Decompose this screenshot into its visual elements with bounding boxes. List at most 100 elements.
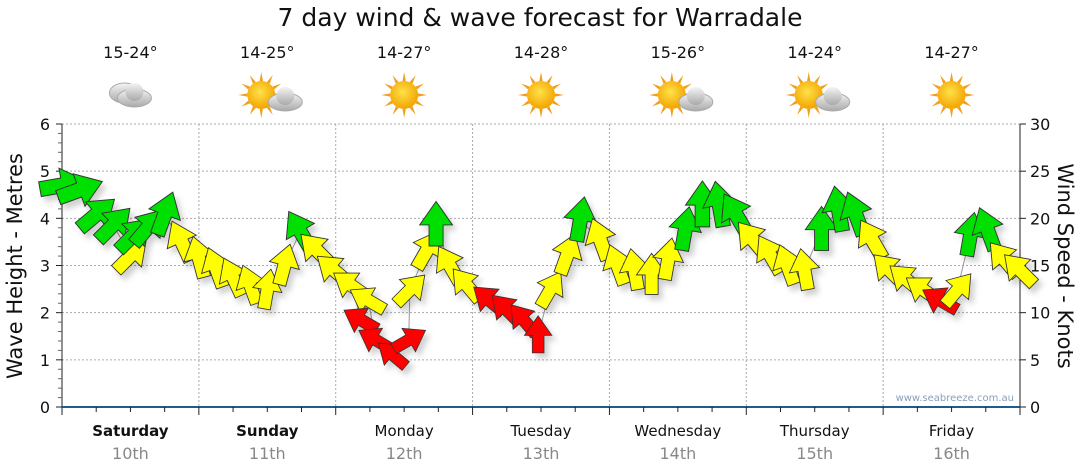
- sun-ray: [409, 75, 416, 84]
- date-label: 12th: [386, 444, 423, 463]
- sun-ray: [962, 100, 972, 107]
- date-label: 13th: [523, 444, 560, 463]
- sun-ray: [928, 93, 938, 97]
- sunny-weather-icon: [928, 72, 975, 118]
- left-tick-label: 4: [40, 209, 50, 228]
- sun-ray: [521, 100, 530, 107]
- wind-arrow: [534, 271, 564, 311]
- sun-ray: [384, 83, 393, 90]
- date-label: 16th: [933, 444, 970, 463]
- sun-ray: [660, 75, 667, 84]
- sun-ray: [249, 106, 256, 115]
- sun-ray: [241, 100, 251, 107]
- right-tick-label: 5: [1030, 351, 1040, 370]
- sun-ray: [814, 75, 821, 84]
- day-label: Monday: [375, 422, 434, 440]
- wind-arrow: [390, 327, 427, 355]
- date-label: 14th: [659, 444, 696, 463]
- day-temperature: 14-27°: [924, 43, 979, 62]
- sun-ray: [238, 93, 248, 97]
- cloudy-weather-icon: [108, 82, 152, 108]
- sun-ray: [418, 93, 428, 97]
- right-tick-label: 10: [1030, 304, 1050, 323]
- sun-ray: [788, 83, 798, 90]
- sun-ray: [670, 108, 674, 118]
- right-axis-label: Wind Speed - Knots: [1053, 163, 1077, 368]
- sun-ray: [931, 100, 941, 107]
- wind-arrow: [635, 252, 668, 295]
- left-tick-label: 3: [40, 257, 50, 276]
- sun-ray: [949, 72, 954, 82]
- wind-arrow: [857, 219, 890, 262]
- sun-ray: [957, 75, 964, 84]
- cloud-shape: [823, 87, 842, 105]
- sun-ray: [402, 108, 406, 118]
- sun-ray: [957, 106, 964, 115]
- sun-ray: [677, 75, 684, 84]
- sun-ray: [931, 83, 941, 90]
- sun-ray: [415, 83, 425, 90]
- sun-ray: [266, 75, 273, 84]
- left-tick-label: 5: [40, 162, 50, 181]
- right-tick-label: 20: [1030, 209, 1050, 228]
- sun-ray: [521, 83, 530, 90]
- day-temperature: 14-28°: [514, 43, 569, 62]
- left-tick-label: 0: [40, 398, 50, 417]
- sun-ray: [266, 106, 273, 115]
- sun-disc: [390, 81, 419, 109]
- sun-ray: [677, 106, 684, 115]
- sun-ray: [552, 100, 561, 107]
- sun-ray: [814, 106, 821, 115]
- sun-ray: [648, 93, 658, 97]
- sun-ray: [962, 83, 972, 90]
- day-label: Wednesday: [634, 422, 721, 440]
- sun-disc: [937, 81, 966, 109]
- cloud-shape: [686, 87, 705, 105]
- sun-ray: [241, 83, 251, 90]
- day-temperature: 14-25°: [240, 43, 295, 62]
- cloud-shape: [276, 87, 295, 105]
- sun-ray: [552, 83, 561, 90]
- sun-ray: [402, 72, 406, 82]
- right-tick-label: 25: [1030, 162, 1050, 181]
- chart-title: 7 day wind & wave forecast for Warradale: [277, 3, 803, 32]
- sun-ray: [529, 75, 536, 84]
- sun-ray: [940, 106, 947, 115]
- sun-ray: [409, 106, 416, 115]
- sun-ray: [965, 93, 975, 97]
- left-axis-label: Wave Height - Metres: [3, 153, 27, 379]
- sun-ray: [651, 100, 661, 107]
- left-tick-label: 2: [40, 304, 50, 323]
- sun-ray: [272, 83, 282, 90]
- wind-arrow: [788, 247, 821, 292]
- sun-ray: [785, 93, 795, 97]
- day-label: Tuesday: [509, 422, 571, 440]
- sun-ray: [797, 75, 804, 84]
- wind-arrow: [268, 243, 300, 287]
- day-label: Sunday: [236, 422, 299, 440]
- partly-cloudy-weather-icon: [238, 72, 303, 118]
- wind-arrow: [147, 191, 181, 238]
- left-tick-label: 1: [40, 351, 50, 370]
- right-tick-label: 15: [1030, 257, 1050, 276]
- sun-ray: [381, 93, 391, 97]
- sun-ray: [392, 75, 399, 84]
- wind-arrow: [618, 247, 651, 292]
- left-tick-label: 6: [40, 115, 50, 134]
- partly-cloudy-weather-icon: [648, 72, 714, 118]
- day-label: Saturday: [92, 422, 169, 440]
- wind-arrow: [804, 205, 839, 252]
- partly-cloudy-weather-icon: [785, 72, 851, 118]
- sun-ray: [940, 75, 947, 84]
- wind-arrow: [939, 273, 972, 310]
- wind-arrow: [1004, 254, 1040, 290]
- sun-ray: [546, 75, 553, 84]
- wind-arrow: [551, 233, 583, 277]
- sun-ray: [518, 93, 528, 97]
- sun-ray: [415, 100, 425, 107]
- date-label: 15th: [796, 444, 833, 463]
- sun-ray: [807, 72, 811, 82]
- sun-ray: [384, 100, 393, 107]
- right-tick-label: 0: [1030, 398, 1040, 417]
